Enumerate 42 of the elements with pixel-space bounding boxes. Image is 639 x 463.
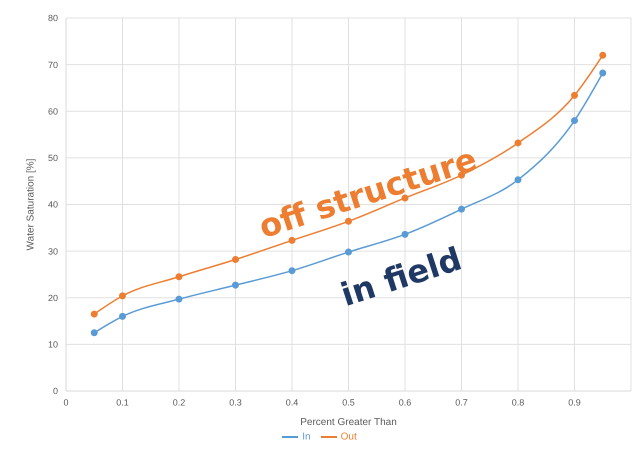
point xyxy=(345,248,352,256)
point xyxy=(232,256,239,264)
y-tick-label: 0 xyxy=(52,386,58,396)
point xyxy=(90,329,98,336)
x-tick-label: 0 xyxy=(63,397,69,408)
point xyxy=(571,92,578,99)
x-axis-title: Percent Greater Than xyxy=(300,417,397,428)
point xyxy=(599,70,606,77)
point xyxy=(288,267,296,274)
x-tick-label: 0.2 xyxy=(172,397,186,408)
point xyxy=(176,273,182,280)
point xyxy=(176,296,182,303)
y-axis-title: Water Saturation [%] xyxy=(26,158,37,250)
x-tick-label: 0.6 xyxy=(398,397,412,408)
x-tick-label: 0.7 xyxy=(455,397,468,408)
point xyxy=(232,282,239,289)
x-tick-label: 0.8 xyxy=(512,397,524,408)
point xyxy=(90,310,98,318)
y-tick-label: 40 xyxy=(48,200,58,210)
y-tick-label: 50 xyxy=(48,153,58,164)
x-tick-label: 0.1 xyxy=(116,397,129,408)
annotation: in field xyxy=(336,239,466,314)
point xyxy=(119,292,126,300)
point xyxy=(119,312,126,320)
x-tick-label: 0.4 xyxy=(286,397,298,408)
x-tick-label: 0.9 xyxy=(568,397,581,408)
point xyxy=(571,117,578,124)
y-tick-label: 10 xyxy=(48,340,58,350)
point xyxy=(288,236,296,244)
y-tick-label: 80 xyxy=(48,13,58,24)
legend-label: In xyxy=(302,432,311,443)
y-tick-label: 20 xyxy=(48,292,58,303)
point xyxy=(599,52,606,59)
x-tick-label: 0.5 xyxy=(342,397,355,408)
y-tick-label: 30 xyxy=(48,246,58,256)
legend-label: Out xyxy=(340,432,357,443)
point xyxy=(402,230,408,238)
x-tick-label: 0.3 xyxy=(229,397,242,408)
point xyxy=(514,139,522,146)
y-tick-label: 70 xyxy=(48,60,58,70)
y-tick-label: 60 xyxy=(48,106,58,116)
point xyxy=(514,176,522,184)
